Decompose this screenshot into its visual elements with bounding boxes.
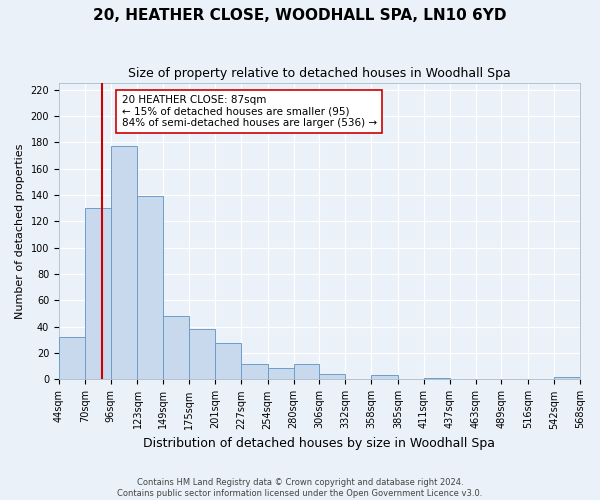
- Bar: [59, 338, 85, 380]
- Bar: [319, 374, 346, 380]
- Bar: [137, 196, 163, 380]
- Bar: [215, 342, 241, 380]
- Bar: [85, 208, 110, 380]
- X-axis label: Distribution of detached houses by size in Woodhall Spa: Distribution of detached houses by size …: [143, 437, 496, 450]
- Bar: [293, 364, 319, 380]
- Text: 20, HEATHER CLOSE, WOODHALL SPA, LN10 6YD: 20, HEATHER CLOSE, WOODHALL SPA, LN10 6Y…: [93, 8, 507, 22]
- Title: Size of property relative to detached houses in Woodhall Spa: Size of property relative to detached ho…: [128, 68, 511, 80]
- Bar: [163, 316, 189, 380]
- Y-axis label: Number of detached properties: Number of detached properties: [15, 144, 25, 319]
- Text: Contains HM Land Registry data © Crown copyright and database right 2024.
Contai: Contains HM Land Registry data © Crown c…: [118, 478, 482, 498]
- Bar: [189, 330, 215, 380]
- Bar: [424, 378, 450, 380]
- Bar: [554, 377, 580, 380]
- Bar: [268, 368, 293, 380]
- Bar: [241, 364, 268, 380]
- Bar: [110, 146, 137, 380]
- Text: 20 HEATHER CLOSE: 87sqm
← 15% of detached houses are smaller (95)
84% of semi-de: 20 HEATHER CLOSE: 87sqm ← 15% of detache…: [122, 95, 377, 128]
- Bar: [371, 376, 398, 380]
